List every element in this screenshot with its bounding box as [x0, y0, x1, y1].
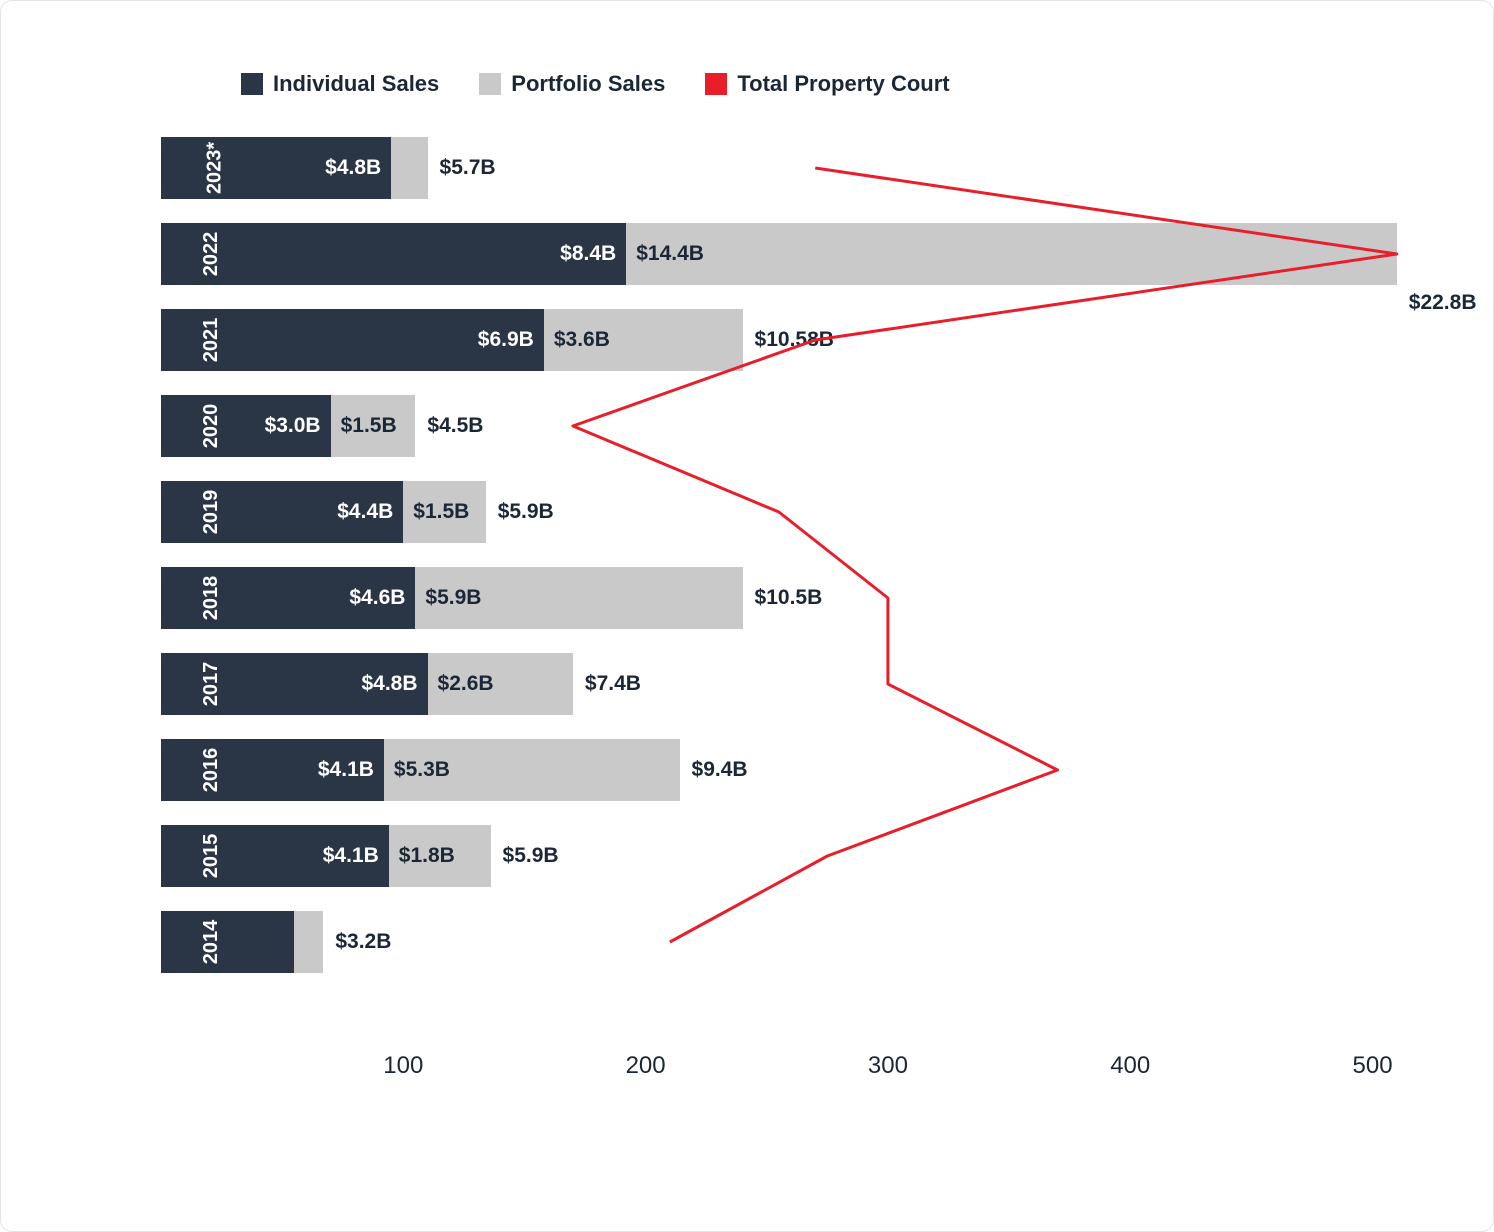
year-label: 2014 — [200, 920, 223, 965]
bar-individual: 2016 $4.1B — [161, 739, 384, 801]
legend: Individual Sales Portfolio Sales Total P… — [241, 71, 1433, 97]
year-label: 2023* — [204, 142, 227, 194]
year-label: 2019 — [200, 490, 223, 535]
bar-row: 2022$8.4B$14.4B$22.8B — [161, 223, 1421, 285]
total-value-label: $3.2B — [335, 930, 391, 954]
bar-individual: 2022 $8.4B — [161, 223, 626, 285]
year-label: 2021 — [200, 318, 223, 363]
total-value-label: $10.58B — [755, 328, 834, 352]
x-axis-tick: 200 — [626, 1052, 666, 1080]
individual-value-label: $6.9B — [478, 328, 534, 352]
legend-swatch-line — [705, 73, 727, 95]
legend-label-portfolio: Portfolio Sales — [511, 71, 665, 97]
individual-value-label: $4.1B — [323, 844, 379, 868]
bar-portfolio: $1.5B — [331, 395, 416, 457]
bar-row: 2019 $4.4B $1.5B $5.9B — [161, 481, 1421, 543]
legend-label-line: Total Property Court — [737, 71, 949, 97]
bar-individual: 2014 — [161, 911, 294, 973]
bar-individual: 2019 $4.4B — [161, 481, 403, 543]
bar-portfolio: $1.5B — [403, 481, 485, 543]
chart-frame: Individual Sales Portfolio Sales Total P… — [0, 0, 1494, 1232]
bar-portfolio: $5.3B — [384, 739, 680, 801]
year-label: 2017 — [200, 662, 223, 707]
bar-row: 2018 $4.6B $5.9B $10.5B — [161, 567, 1421, 629]
portfolio-value-label: $1.5B — [341, 414, 397, 438]
bar-row: 2023* $4.8B $5.7B — [161, 137, 1421, 199]
individual-value-label: $4.1B — [318, 758, 374, 782]
legend-swatch-portfolio — [479, 73, 501, 95]
portfolio-value-label: $5.3B — [394, 758, 450, 782]
legend-item-portfolio: Portfolio Sales — [479, 71, 665, 97]
bar-individual: 2023* $4.8B — [161, 137, 391, 199]
plot-area: 2023*$4.8B$5.7B2022$8.4B$14.4B$22.8B2021… — [161, 137, 1421, 1037]
total-value-label: $9.4B — [692, 758, 748, 782]
total-value-label: $7.4B — [585, 672, 641, 696]
total-value-label: $4.5B — [427, 414, 483, 438]
bar-portfolio: $3.6B — [544, 309, 743, 371]
bar-individual: 2017 $4.8B — [161, 653, 428, 715]
individual-value-label: $4.6B — [349, 586, 405, 610]
portfolio-value-label: $14.4B — [636, 242, 704, 266]
total-value-label: $10.5B — [755, 586, 823, 610]
bar-row: 2021 $6.9B $3.6B $10.58B — [161, 309, 1421, 371]
x-axis-tick: 100 — [383, 1052, 423, 1080]
individual-value-label: $4.4B — [337, 500, 393, 524]
bar-row: 2017 $4.8B $2.6B $7.4B — [161, 653, 1421, 715]
bar-portfolio: $1.8B — [389, 825, 491, 887]
portfolio-value-label: $5.9B — [425, 586, 481, 610]
x-axis-tick: 500 — [1353, 1052, 1393, 1080]
portfolio-value-label: $3.6B — [554, 328, 610, 352]
bar-portfolio: $2.6B — [428, 653, 573, 715]
individual-value-label: $4.8B — [325, 156, 381, 180]
bar-portfolio — [294, 911, 323, 973]
legend-item-individual: Individual Sales — [241, 71, 439, 97]
portfolio-value-label: $1.8B — [399, 844, 455, 868]
bar-portfolio: $5.9B — [415, 567, 742, 629]
year-label: 2016 — [200, 748, 223, 793]
legend-item-line: Total Property Court — [705, 71, 949, 97]
x-axis-tick: 400 — [1110, 1052, 1150, 1080]
bar-individual: 2020 $3.0B — [161, 395, 331, 457]
bar-portfolio — [391, 137, 427, 199]
individual-value-label: $8.4B — [560, 242, 616, 266]
legend-label-individual: Individual Sales — [273, 71, 439, 97]
bar-row: 2020 $3.0B $1.5B $4.5B — [161, 395, 1421, 457]
total-value-label: $5.7B — [440, 156, 496, 180]
bar-individual: 2015 $4.1B — [161, 825, 389, 887]
legend-swatch-individual — [241, 73, 263, 95]
bar-row: 2014 $3.2B — [161, 911, 1421, 973]
individual-value-label: $4.8B — [361, 672, 417, 696]
bar-portfolio: $14.4B — [626, 223, 1397, 285]
bar-row: 2015 $4.1B $1.8B $5.9B — [161, 825, 1421, 887]
bar-row: 2016 $4.1B $5.3B $9.4B — [161, 739, 1421, 801]
year-label: 2018 — [200, 576, 223, 621]
year-label: 2015 — [200, 834, 223, 879]
x-axis: 100 200 300 400 500 — [161, 1052, 1421, 1092]
individual-value-label: $3.0B — [265, 414, 321, 438]
total-value-label: $5.9B — [503, 844, 559, 868]
total-value-label: $5.9B — [498, 500, 554, 524]
bar-individual: 2018 $4.6B — [161, 567, 415, 629]
x-axis-tick: 300 — [868, 1052, 908, 1080]
bar-individual: 2021 $6.9B — [161, 309, 544, 371]
portfolio-value-label: $1.5B — [413, 500, 469, 524]
year-label: 2022 — [200, 232, 223, 277]
year-label: 2020 — [200, 404, 223, 449]
portfolio-value-label: $2.6B — [438, 672, 494, 696]
